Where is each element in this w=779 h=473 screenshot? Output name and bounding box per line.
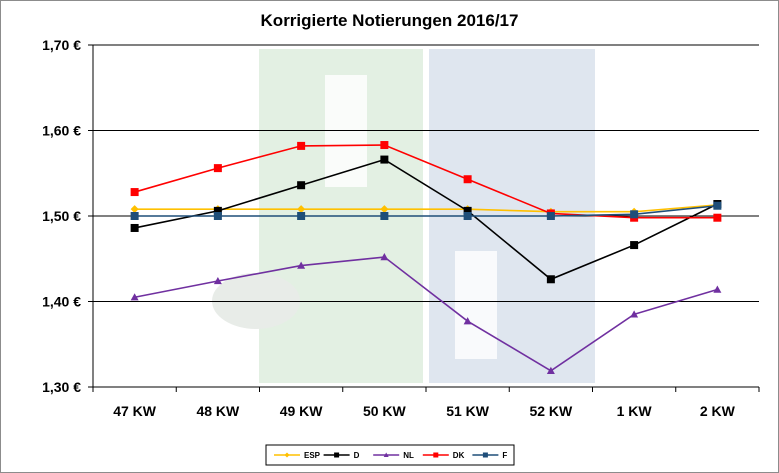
series-line-f [134,204,718,217]
legend: ESP D NL DK F [265,444,515,466]
x-tick-label: 48 KW [196,403,240,419]
data-point-dk [130,188,139,197]
data-point-d [463,206,472,215]
series-line-dk [134,144,718,219]
watermark-letter-n [455,251,497,359]
y-tick-label: 1,60 € [42,123,81,139]
data-point-d [130,223,139,232]
data-point-d [546,275,555,284]
data-point-esp [130,205,139,214]
data-point-nl [463,317,472,325]
legend-swatch-marker [383,452,389,457]
legend-label: D [354,451,360,460]
x-tick-label: 1 KW [617,403,653,419]
y-tick-label: 1,70 € [42,37,81,53]
legend-label: DK [453,451,465,460]
series-lines [130,141,722,374]
chart-title: Korrigierte Notierungen 2016/17 [260,11,519,30]
data-point-f [130,212,139,220]
x-tick-label: 49 KW [280,403,324,419]
data-point-dk [297,141,306,150]
series-d [130,155,722,284]
x-tick-label: 50 KW [363,403,407,419]
data-point-nl [713,285,722,293]
legend-label: F [502,451,507,460]
legend-swatch-marker [482,452,488,458]
data-point-nl [630,310,639,318]
data-point-f [463,212,472,220]
legend-swatch-marker [284,452,290,458]
data-point-esp [297,205,306,214]
series-line-esp [134,204,718,213]
data-point-d [297,181,306,190]
data-point-esp [380,205,389,214]
data-point-dk [380,141,389,150]
data-point-f [380,212,389,220]
series-line-nl [134,256,718,372]
data-point-f [213,212,222,220]
legend-item-dk: DK [422,451,465,460]
axes: 1,30 € 1,40 € 1,50 € 1,60 € 1,70 € 47 KW 48 KW… [42,37,760,419]
legend-label: ESP [304,451,321,460]
legend-swatch-marker [433,452,439,458]
legend-label: NL [403,451,414,460]
legend-item-d: D [323,451,360,460]
x-tick-label: 51 KW [446,403,490,419]
data-point-f [713,201,722,210]
legend-item-f: F [472,451,507,460]
legend-item-esp: ESP [274,451,321,460]
data-point-d [380,155,389,164]
x-tick-label: 47 KW [113,403,157,419]
data-point-nl [380,253,389,261]
data-point-dk [713,213,722,222]
data-point-d [630,241,639,250]
data-point-nl [546,366,555,374]
legend-item-nl: NL [373,451,414,460]
y-tick-label: 1,40 € [42,294,81,310]
series-f [130,201,722,220]
series-line-d [134,158,718,281]
data-point-nl [130,293,139,301]
data-point-nl [213,276,222,285]
data-point-nl [297,261,306,269]
data-point-f [297,212,306,220]
x-tick-label: 2 KW [700,403,736,419]
series-nl [130,253,722,374]
y-tick-label: 1,30 € [42,379,81,395]
data-point-f [546,212,555,220]
x-tick-label: 52 KW [529,403,573,419]
y-tick-label: 1,50 € [42,208,81,224]
legend-swatch-marker [334,452,340,458]
data-point-dk [463,175,472,184]
data-point-f [630,210,639,219]
data-point-dk [213,164,222,173]
data-point-d [213,206,222,215]
